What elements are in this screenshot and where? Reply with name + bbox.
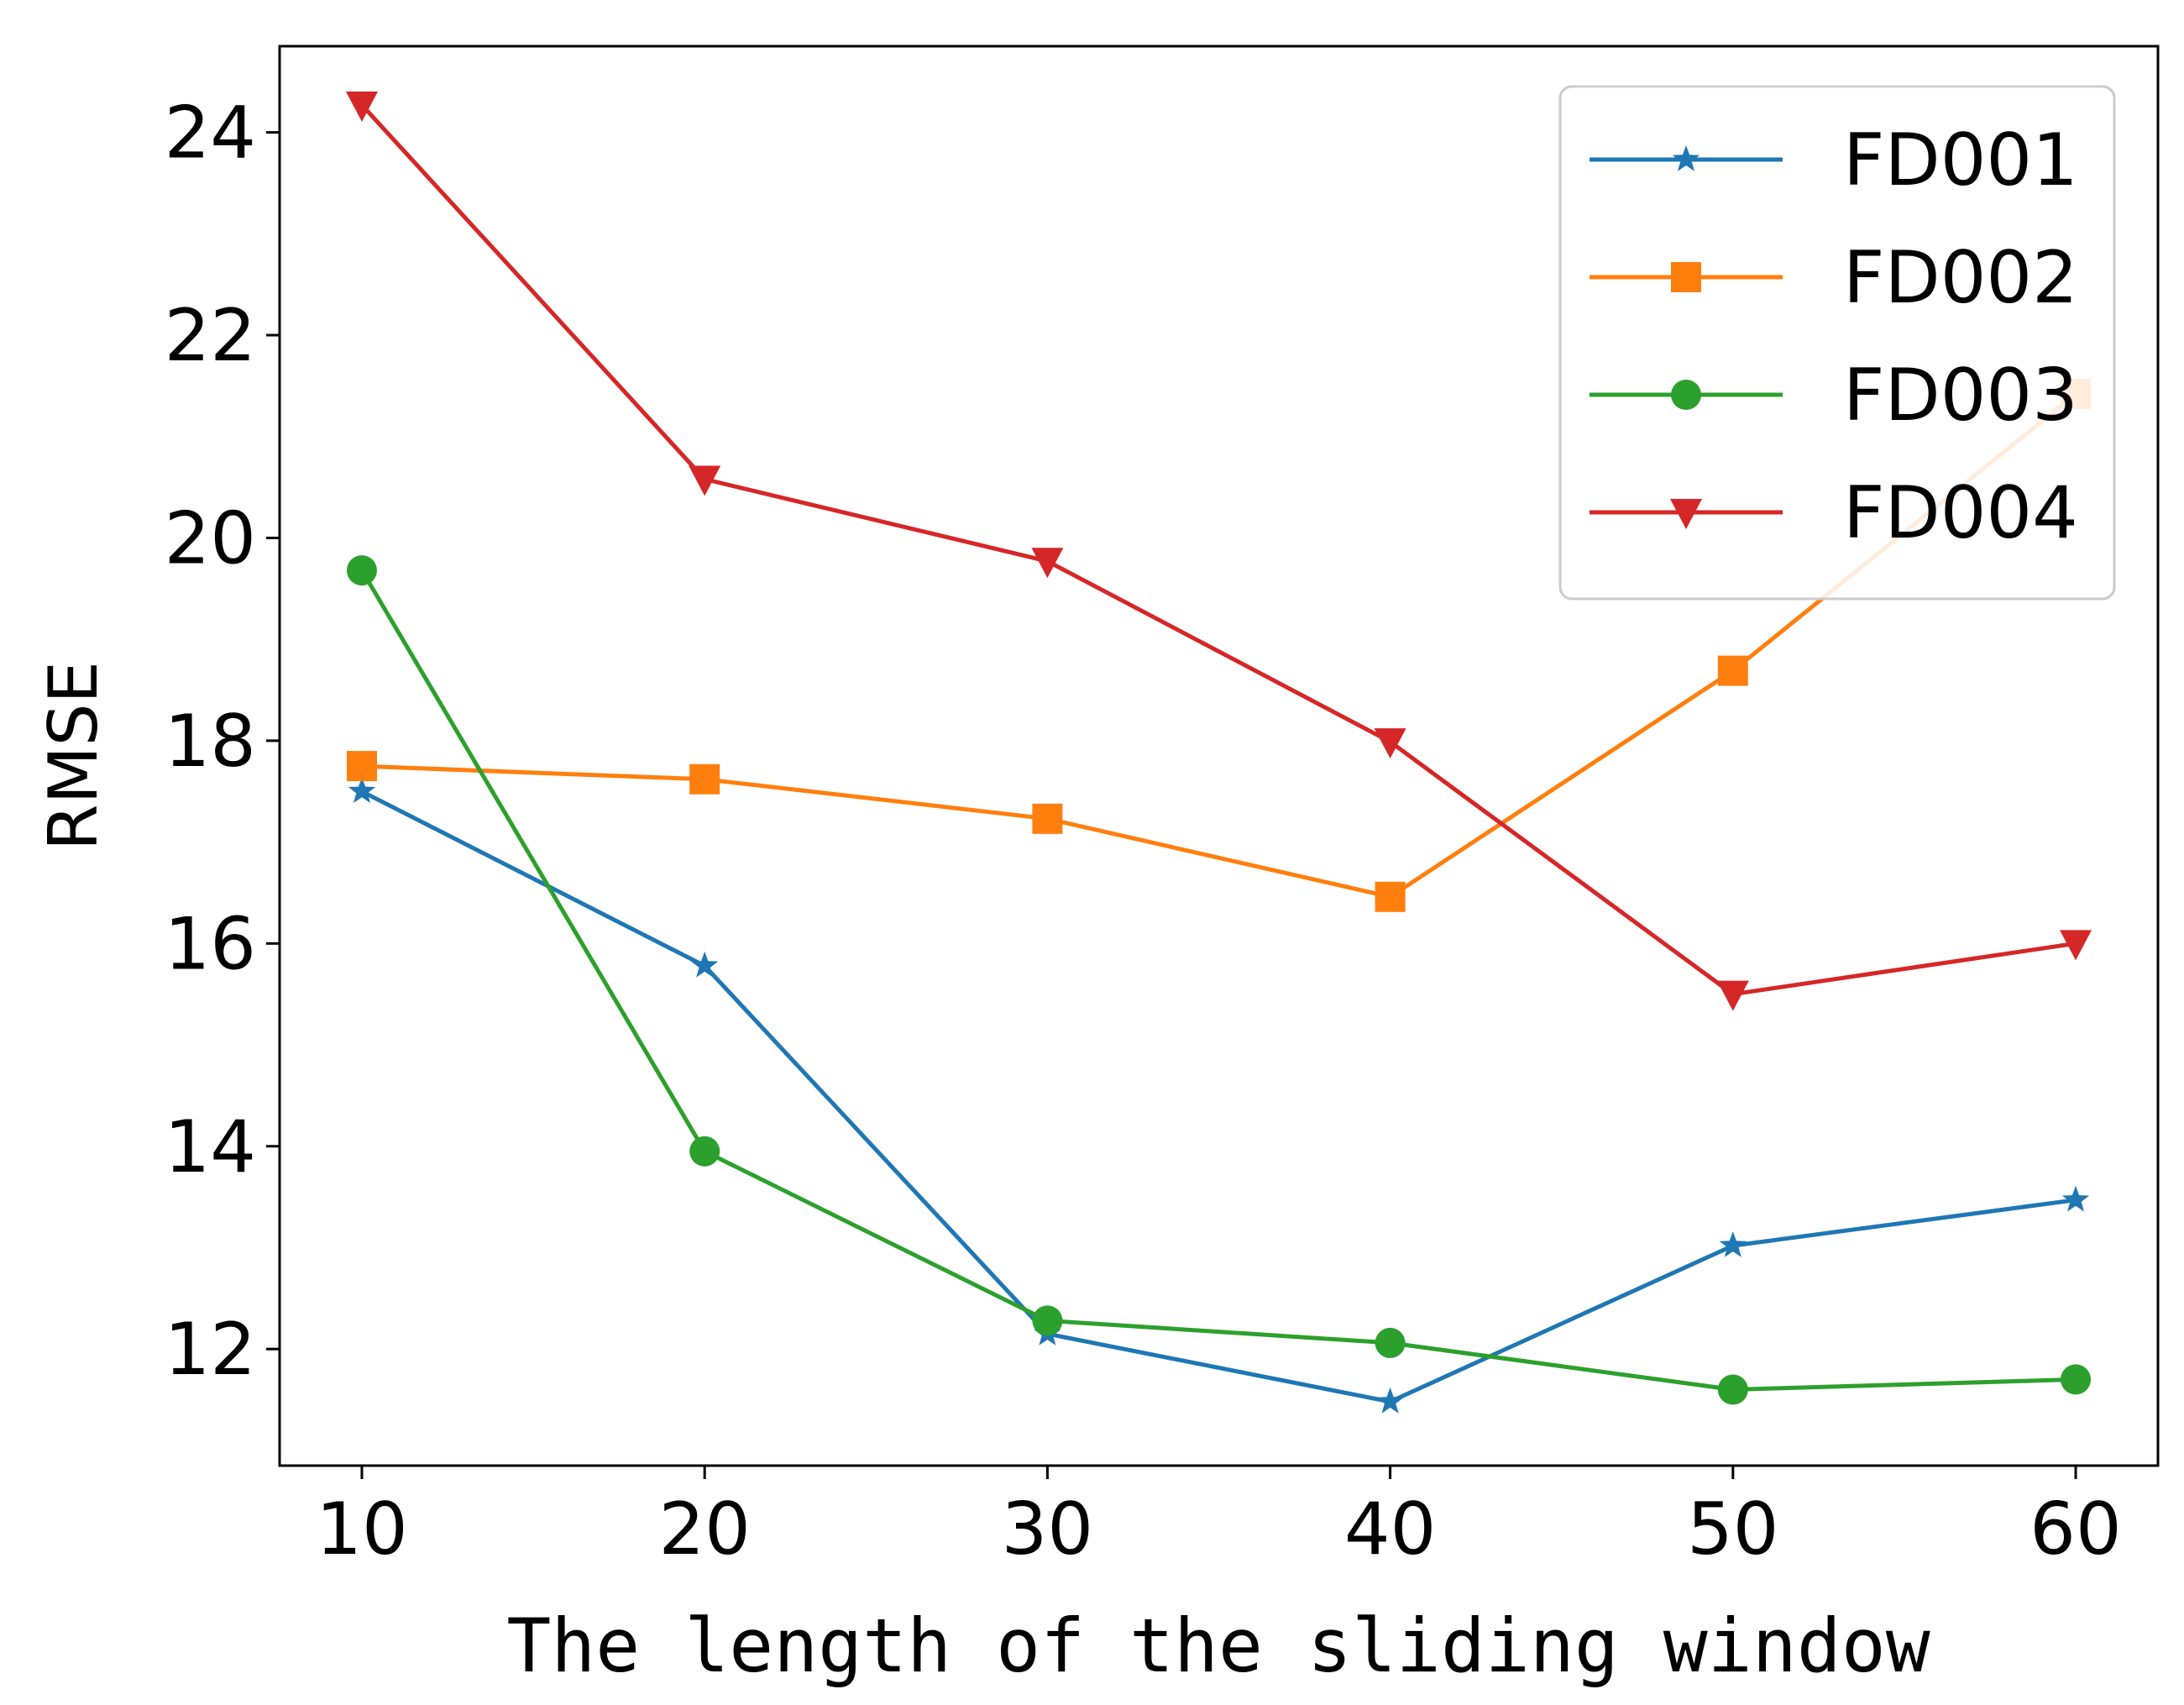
x-tick-label: 20 xyxy=(658,1487,750,1571)
data-point xyxy=(346,751,377,782)
y-tick-label: 20 xyxy=(165,496,256,580)
data-point xyxy=(1376,1387,1404,1414)
axes-frame xyxy=(278,45,2160,1467)
x-tick-label: 50 xyxy=(1687,1487,1778,1571)
series-fd002 xyxy=(346,379,2092,912)
series-fd004 xyxy=(345,92,2092,1011)
data-point xyxy=(689,1136,720,1167)
data-point xyxy=(1717,1374,1748,1405)
series-line xyxy=(360,790,2077,1404)
data-point xyxy=(1032,1305,1063,1336)
data-point xyxy=(1375,1327,1406,1358)
data-point xyxy=(346,555,377,586)
legend-box xyxy=(1558,85,2116,601)
y-axis-label: RMSE xyxy=(34,661,113,851)
data-point xyxy=(2061,1364,2092,1395)
data-point xyxy=(1716,980,1749,1011)
legend-marker xyxy=(1671,380,1701,410)
data-point xyxy=(689,465,721,496)
series-layer xyxy=(345,92,2092,1414)
series-line xyxy=(360,103,2077,997)
y-tick-label: 24 xyxy=(165,92,256,176)
legend-marker xyxy=(1672,145,1700,171)
series-fd003 xyxy=(346,555,2092,1405)
data-point xyxy=(1374,728,1406,759)
legend-marker xyxy=(1671,262,1701,292)
y-tick-label: 12 xyxy=(165,1308,256,1392)
legend-label: FD004 xyxy=(1843,471,2078,555)
y-tick-label: 16 xyxy=(165,902,256,986)
x-tick-label: 30 xyxy=(1002,1487,1093,1571)
y-axis: 12 14 16 18 20 22 24 xyxy=(165,92,280,1392)
legend-item-fd002: FD002 xyxy=(1590,236,2078,320)
legend-item-fd004: FD004 xyxy=(1590,471,2078,555)
data-point xyxy=(689,763,720,795)
data-point xyxy=(1032,803,1063,834)
legend-item-fd001: FD001 xyxy=(1590,118,2078,202)
series-line xyxy=(359,569,2077,1392)
x-tick-label: 10 xyxy=(316,1487,407,1571)
plot-area xyxy=(278,45,2160,1467)
y-tick-label: 14 xyxy=(165,1105,256,1189)
data-point xyxy=(2060,930,2092,961)
data-point xyxy=(2061,1185,2090,1212)
data-point xyxy=(691,951,719,978)
series-fd001 xyxy=(348,777,2090,1414)
x-tick-label: 60 xyxy=(2029,1487,2121,1571)
legend-label: FD002 xyxy=(1843,236,2078,320)
data-point xyxy=(345,92,378,123)
data-point xyxy=(1375,881,1406,912)
data-point xyxy=(1717,655,1748,686)
y-tick-label: 18 xyxy=(165,700,256,784)
series-line xyxy=(361,392,2077,900)
data-point xyxy=(348,777,376,803)
legend-marker xyxy=(1670,499,1702,529)
y-tick-label: 22 xyxy=(165,294,256,378)
x-axis: 10 20 30 40 50 60 xyxy=(316,1466,2122,1571)
legend: FD001 FD002 FD003 FD004 xyxy=(1558,85,2116,601)
legend-label: FD003 xyxy=(1843,354,2078,438)
legend-label: FD001 xyxy=(1843,118,2078,202)
data-point xyxy=(1031,548,1064,579)
legend-item-fd003: FD003 xyxy=(1590,354,2078,438)
x-tick-label: 40 xyxy=(1344,1487,1436,1571)
data-point xyxy=(1719,1231,1747,1257)
x-axis-label: The length of the sliding window xyxy=(506,1603,1930,1689)
